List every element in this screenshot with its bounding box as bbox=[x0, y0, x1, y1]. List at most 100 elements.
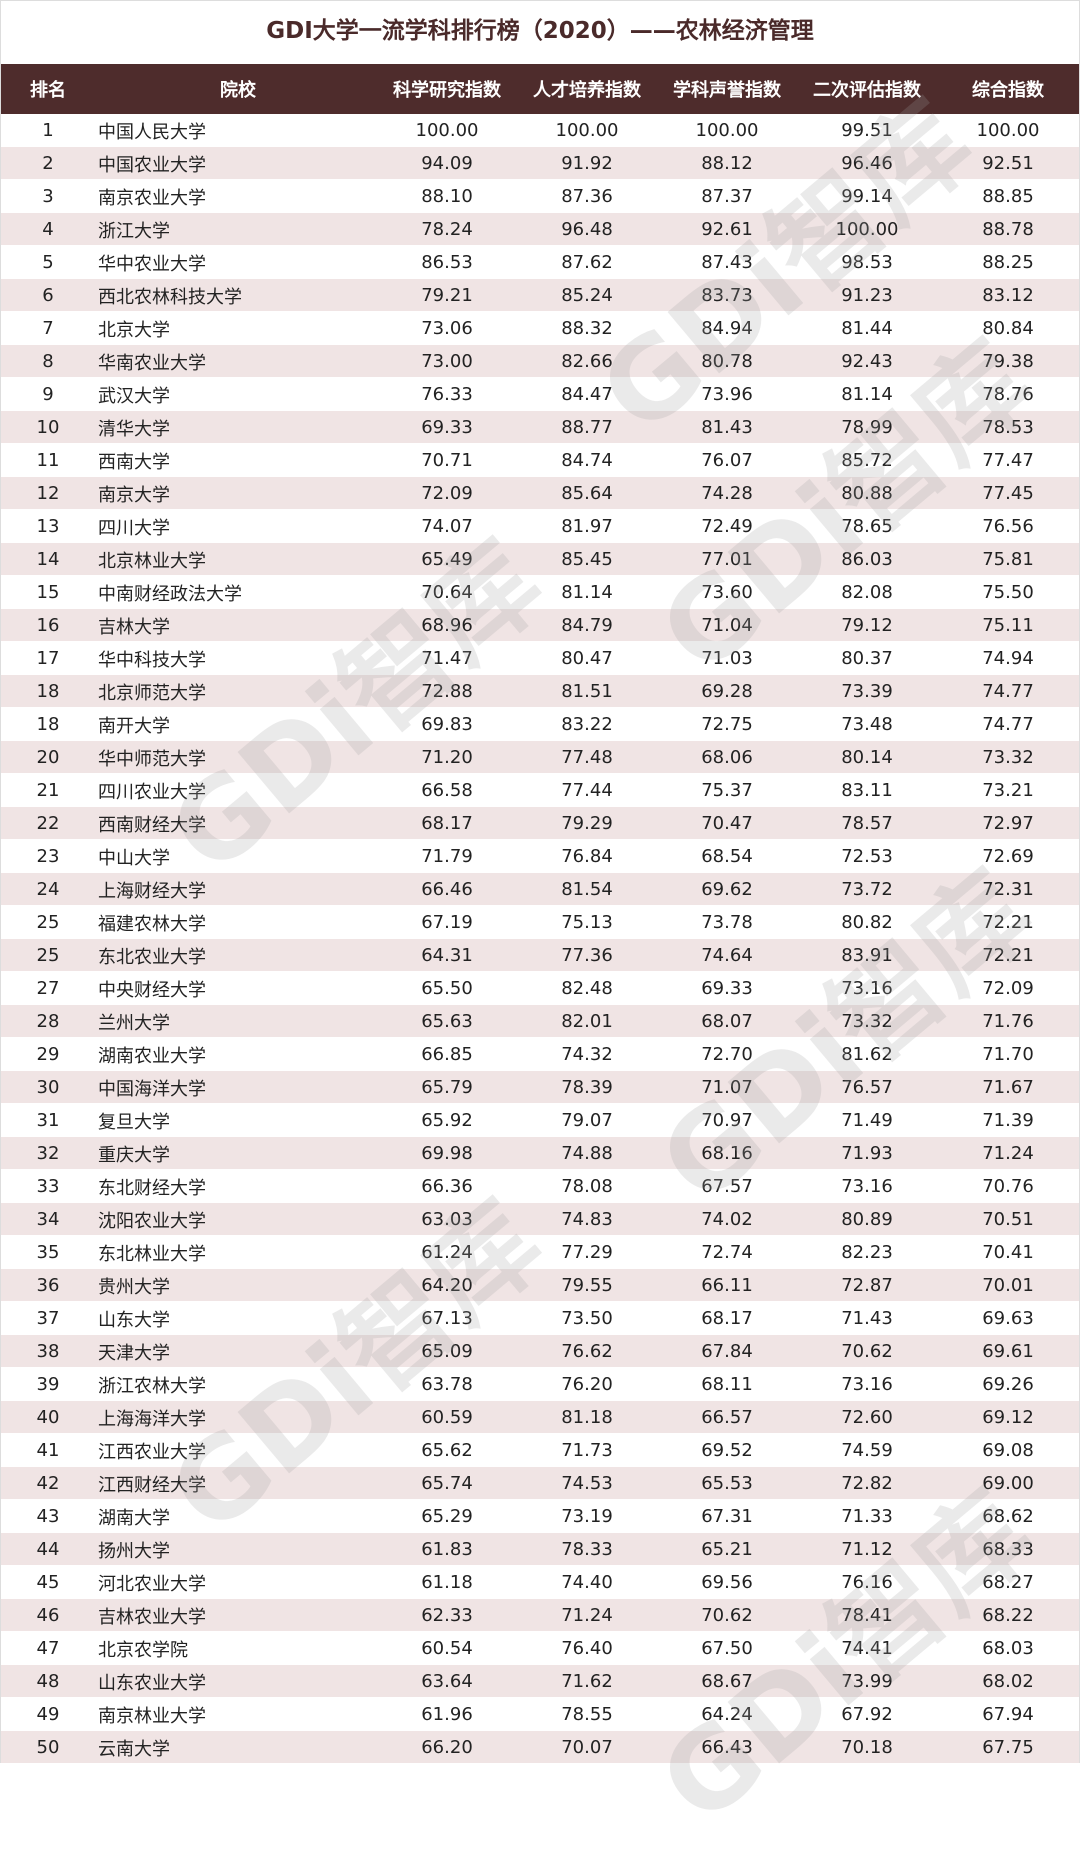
second-eval-cell: 83.11 bbox=[841, 780, 893, 801]
second-eval-cell: 72.87 bbox=[841, 1275, 893, 1296]
second-eval-cell: 72.53 bbox=[841, 846, 893, 867]
school-cell: 南京林业大学 bbox=[98, 1705, 206, 1727]
research-cell: 71.20 bbox=[421, 747, 473, 768]
overall-cell: 71.70 bbox=[982, 1044, 1034, 1065]
rank-cell: 49 bbox=[36, 1704, 60, 1725]
table-row: 50 云南大学 66.20 70.07 66.43 70.18 67.75 bbox=[1, 1731, 1079, 1764]
school-cell: 西南财经大学 bbox=[98, 814, 206, 836]
research-cell: 67.13 bbox=[421, 1308, 473, 1329]
research-cell: 65.74 bbox=[421, 1473, 473, 1494]
research-cell: 68.17 bbox=[421, 813, 473, 834]
overall-cell: 67.75 bbox=[982, 1737, 1034, 1758]
reputation-cell: 73.78 bbox=[701, 912, 753, 933]
reputation-cell: 68.11 bbox=[701, 1374, 753, 1395]
research-cell: 65.50 bbox=[421, 978, 473, 999]
research-cell: 65.63 bbox=[421, 1011, 473, 1032]
overall-cell: 88.78 bbox=[982, 219, 1034, 240]
overall-cell: 69.26 bbox=[982, 1374, 1034, 1395]
reputation-cell: 88.12 bbox=[701, 153, 753, 174]
school-cell: 江西财经大学 bbox=[98, 1474, 206, 1496]
reputation-cell: 69.52 bbox=[701, 1440, 753, 1461]
overall-cell: 71.67 bbox=[982, 1077, 1034, 1098]
table-row: 17 华中科技大学 71.47 80.47 71.03 80.37 74.94 bbox=[1, 642, 1079, 675]
school-cell: 南开大学 bbox=[98, 715, 170, 737]
second-eval-cell: 78.99 bbox=[841, 417, 893, 438]
reputation-cell: 74.28 bbox=[701, 483, 753, 504]
table-row: 28 兰州大学 65.63 82.01 68.07 73.32 71.76 bbox=[1, 1005, 1079, 1038]
talent-cell: 81.54 bbox=[561, 879, 613, 900]
overall-cell: 68.62 bbox=[982, 1506, 1034, 1527]
rank-cell: 47 bbox=[36, 1638, 60, 1659]
overall-cell: 69.61 bbox=[982, 1341, 1034, 1362]
reputation-cell: 72.75 bbox=[701, 714, 753, 735]
rank-cell: 37 bbox=[36, 1308, 60, 1329]
talent-cell: 79.55 bbox=[561, 1275, 613, 1296]
overall-cell: 100.00 bbox=[976, 120, 1040, 141]
table-header: 排名 院校 科学研究指数 人才培养指数 学科声誉指数 二次评估指数 综合指数 bbox=[1, 64, 1079, 114]
rank-cell: 17 bbox=[36, 648, 60, 669]
rank-cell: 5 bbox=[42, 252, 54, 273]
rank-cell: 41 bbox=[36, 1440, 60, 1461]
table-row: 38 天津大学 65.09 76.62 67.84 70.62 69.61 bbox=[1, 1335, 1079, 1368]
table-row: 22 西南财经大学 68.17 79.29 70.47 78.57 72.97 bbox=[1, 807, 1079, 840]
table-row: 12 南京大学 72.09 85.64 74.28 80.88 77.45 bbox=[1, 477, 1079, 510]
talent-cell: 83.22 bbox=[561, 714, 613, 735]
research-cell: 69.83 bbox=[421, 714, 473, 735]
overall-cell: 75.81 bbox=[982, 549, 1034, 570]
table-body: 1 中国人民大学 100.00 100.00 100.00 99.51 100.00 2 中国农… bbox=[1, 114, 1079, 1764]
overall-cell: 73.21 bbox=[982, 780, 1034, 801]
talent-cell: 85.64 bbox=[561, 483, 613, 504]
talent-cell: 78.39 bbox=[561, 1077, 613, 1098]
reputation-cell: 68.54 bbox=[701, 846, 753, 867]
talent-cell: 76.20 bbox=[561, 1374, 613, 1395]
school-cell: 北京大学 bbox=[98, 319, 170, 341]
page-title: GDI大学一流学科排行榜（2020）——农林经济管理 bbox=[266, 18, 814, 44]
talent-cell: 81.14 bbox=[561, 582, 613, 603]
second-eval-cell: 81.14 bbox=[841, 384, 893, 405]
table-row: 39 浙江农林大学 63.78 76.20 68.11 73.16 69.26 bbox=[1, 1368, 1079, 1401]
overall-cell: 70.51 bbox=[982, 1209, 1034, 1230]
rank-cell: 30 bbox=[36, 1077, 60, 1098]
overall-cell: 70.41 bbox=[982, 1242, 1034, 1263]
rank-cell: 43 bbox=[36, 1506, 60, 1527]
table-row: 1 中国人民大学 100.00 100.00 100.00 99.51 100.00 bbox=[1, 114, 1079, 147]
header-talent: 人才培养指数 bbox=[533, 80, 641, 101]
second-eval-cell: 83.91 bbox=[841, 945, 893, 966]
rank-cell: 25 bbox=[36, 945, 60, 966]
reputation-cell: 64.24 bbox=[701, 1704, 753, 1725]
second-eval-cell: 78.65 bbox=[841, 516, 893, 537]
second-eval-cell: 73.16 bbox=[841, 978, 893, 999]
header-overall: 综合指数 bbox=[972, 80, 1044, 101]
table-row: 46 吉林农业大学 62.33 71.24 70.62 78.41 68.22 bbox=[1, 1599, 1079, 1632]
school-cell: 中南财经政法大学 bbox=[98, 583, 242, 605]
overall-cell: 72.97 bbox=[982, 813, 1034, 834]
reputation-cell: 68.06 bbox=[701, 747, 753, 768]
reputation-cell: 81.43 bbox=[701, 417, 753, 438]
table-row: 49 南京林业大学 61.96 78.55 64.24 67.92 67.94 bbox=[1, 1698, 1079, 1731]
talent-cell: 85.24 bbox=[561, 285, 613, 306]
reputation-cell: 65.53 bbox=[701, 1473, 753, 1494]
table-row: 9 武汉大学 76.33 84.47 73.96 81.14 78.76 bbox=[1, 378, 1079, 411]
overall-cell: 67.94 bbox=[982, 1704, 1034, 1725]
talent-cell: 71.73 bbox=[561, 1440, 613, 1461]
overall-cell: 77.45 bbox=[982, 483, 1034, 504]
table-row: 44 扬州大学 61.83 78.33 65.21 71.12 68.33 bbox=[1, 1533, 1079, 1566]
rank-cell: 31 bbox=[36, 1110, 60, 1131]
school-cell: 东北林业大学 bbox=[98, 1243, 206, 1265]
reputation-cell: 69.33 bbox=[701, 978, 753, 999]
header-research: 科学研究指数 bbox=[393, 80, 501, 101]
rank-cell: 15 bbox=[36, 582, 60, 603]
rank-cell: 8 bbox=[42, 351, 54, 372]
second-eval-cell: 71.49 bbox=[841, 1110, 893, 1131]
second-eval-cell: 76.16 bbox=[841, 1572, 893, 1593]
research-cell: 73.00 bbox=[421, 351, 473, 372]
research-cell: 72.09 bbox=[421, 483, 473, 504]
research-cell: 65.49 bbox=[421, 549, 473, 570]
school-cell: 山东大学 bbox=[98, 1309, 170, 1331]
talent-cell: 73.50 bbox=[561, 1308, 613, 1329]
research-cell: 63.03 bbox=[421, 1209, 473, 1230]
overall-cell: 79.38 bbox=[982, 351, 1034, 372]
second-eval-cell: 98.53 bbox=[841, 252, 893, 273]
reputation-cell: 87.43 bbox=[701, 252, 753, 273]
school-cell: 武汉大学 bbox=[98, 385, 170, 407]
